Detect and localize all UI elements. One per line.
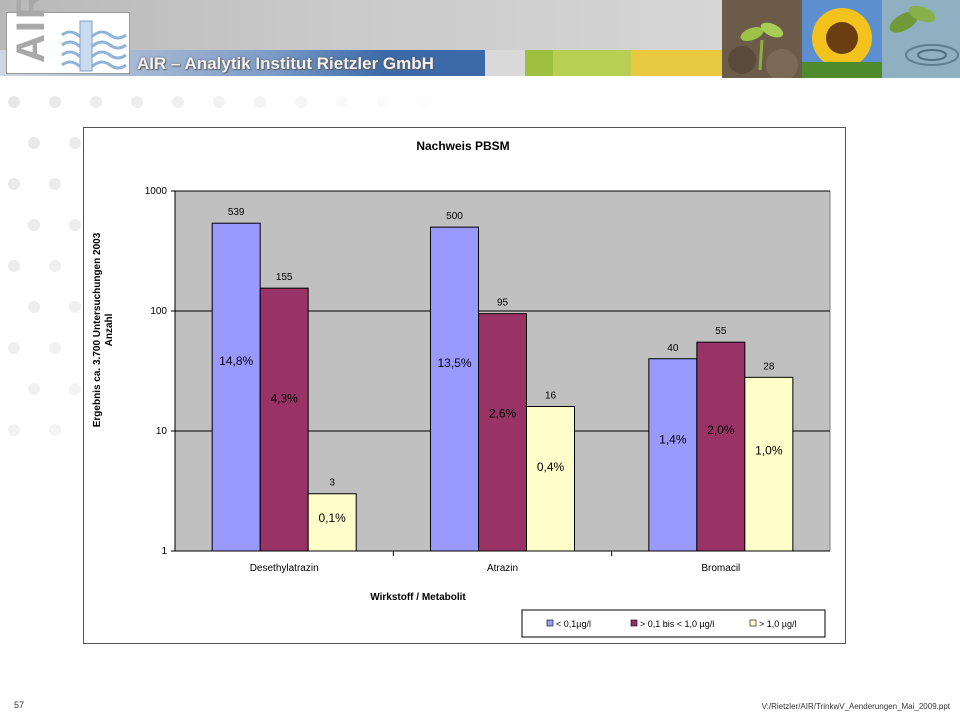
logo: AIR: [6, 0, 130, 74]
background-dot: [8, 96, 20, 108]
stripe-segment: [553, 50, 631, 76]
stripe-segment: [631, 50, 722, 76]
percent-label: 14,8%: [219, 354, 253, 368]
logo-text: AIR: [9, 0, 53, 63]
value-label: 95: [497, 298, 509, 309]
chart-frame: Nachweis PBSM Desethylatrazin 539 14,8% 155…: [83, 127, 846, 644]
background-dot: [69, 383, 81, 395]
legend-swatch: [749, 619, 757, 627]
y-tick-label: 1000: [145, 186, 168, 197]
percent-label: 0,1%: [318, 511, 346, 525]
bar: [478, 313, 527, 552]
percent-label: 13,5%: [437, 356, 471, 370]
value-label: 500: [446, 211, 463, 222]
background-dot: [254, 96, 266, 108]
percent-label: 1,4%: [659, 432, 687, 446]
page-number: 57: [14, 700, 25, 710]
background-dot: [49, 178, 61, 190]
background-dot: [8, 178, 20, 190]
bar: [696, 341, 746, 552]
logo-wave-icon: [59, 13, 129, 73]
bar: [259, 287, 309, 552]
water-drop-photo: [882, 0, 960, 78]
background-dot: [213, 96, 225, 108]
background-dot: [28, 137, 40, 149]
x-tick-label: Bromacil: [701, 563, 740, 574]
background-dot: [28, 219, 40, 231]
background-dot: [69, 137, 81, 149]
sunflower-photo: [802, 0, 882, 78]
background-dot: [8, 260, 20, 272]
legend: < 0,1µg/l > 0,1 bis < 1,0 µg/l > 1,0 µg/l: [521, 609, 826, 638]
background-dot: [49, 424, 61, 436]
bar: [648, 358, 698, 552]
value-label: 539: [228, 207, 245, 218]
background-dot: [377, 96, 389, 108]
value-label: 28: [763, 361, 775, 372]
stripe-segment: [525, 50, 553, 76]
x-axis-label: Wirkstoff / Metabolit: [370, 592, 466, 603]
background-dot: [49, 342, 61, 354]
background-dot: [8, 424, 20, 436]
background-dot: [49, 96, 61, 108]
background-dot: [69, 301, 81, 313]
x-tick-label: Desethylatrazin: [250, 563, 319, 574]
percent-label: 0,4%: [537, 460, 565, 474]
value-label: 40: [667, 343, 679, 354]
background-dot: [172, 96, 184, 108]
background-dot: [418, 96, 430, 108]
color-stripe: [0, 50, 722, 76]
percent-label: 1,0%: [755, 443, 783, 457]
chart: Nachweis PBSM Desethylatrazin53914,8%155…: [92, 139, 831, 638]
background-dot: [69, 219, 81, 231]
background-dot: [49, 260, 61, 272]
legend-label: > 1,0 µg/l: [759, 619, 796, 629]
y-tick-label: 100: [150, 306, 167, 317]
bar: [430, 226, 479, 552]
background-dot: [336, 96, 348, 108]
y-axis-label-line2: Anzahl: [104, 313, 115, 346]
y-tick-label: 1: [161, 546, 167, 557]
percent-label: 4,3%: [270, 392, 298, 406]
stripe-segment: [385, 50, 485, 76]
file-path: V:/Rietzler/AIR/TrinkwV_Aenderungen_Mai_…: [761, 702, 950, 711]
percent-label: 2,6%: [489, 406, 517, 420]
stripe-segment: [485, 50, 525, 76]
bar: [744, 376, 794, 552]
legend-swatch: [630, 619, 638, 627]
background-dot: [28, 301, 40, 313]
background-dot: [295, 96, 307, 108]
bar: [211, 222, 261, 552]
chart-title: Nachweis PBSM: [416, 139, 509, 153]
background-dot: [131, 96, 143, 108]
header: AIR AIR – Analytik Institut Rietzler Gmb…: [0, 0, 960, 78]
background-dot: [28, 383, 40, 395]
y-tick-label: 10: [156, 426, 168, 437]
background-dot: [8, 342, 20, 354]
seedling-photo: [722, 0, 802, 78]
company-name: AIR – Analytik Institut Rietzler GmbH: [137, 54, 434, 73]
x-tick-label: Atrazin: [487, 563, 518, 574]
background-dot: [90, 96, 102, 108]
legend-swatch: [546, 619, 554, 627]
value-label: 155: [276, 272, 293, 283]
bar: [526, 406, 575, 552]
legend-label: < 0,1µg/l: [556, 619, 591, 629]
value-label: 16: [545, 391, 557, 402]
percent-label: 2,0%: [707, 423, 735, 437]
legend-label: > 0,1 bis < 1,0 µg/l: [640, 619, 714, 629]
value-label: 3: [329, 478, 335, 489]
y-axis-label-line1: Ergebnis ca. 3.700 Untersuchungen 2003: [92, 232, 103, 427]
value-label: 55: [715, 326, 727, 337]
